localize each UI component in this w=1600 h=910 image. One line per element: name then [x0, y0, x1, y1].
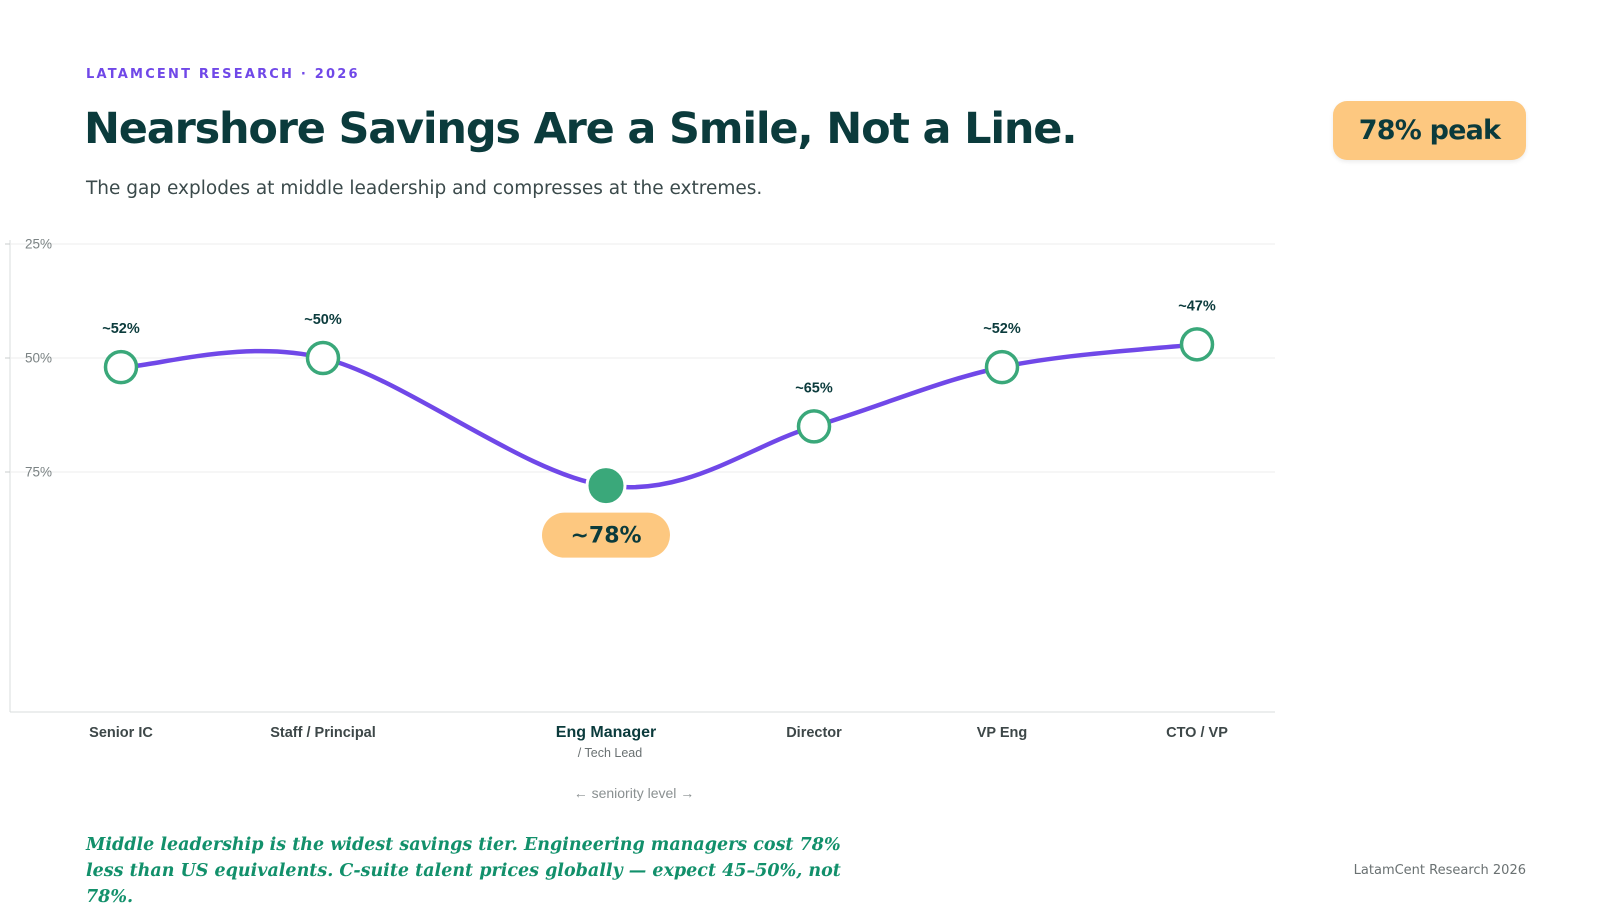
- page-title: Nearshore Savings Are a Smile, Not a Lin…: [84, 104, 1078, 154]
- x-tick-label: Senior IC: [89, 725, 153, 741]
- x-tick-sublabel: / Tech Lead: [578, 746, 642, 760]
- y-tick-label: 25%: [25, 237, 52, 252]
- data-point: [796, 409, 832, 444]
- data-label: ~52%: [983, 321, 1021, 337]
- footnote-callout: Middle leadership is the widest savings …: [86, 835, 841, 907]
- data-label: ~47%: [1178, 298, 1216, 314]
- data-point: [103, 349, 139, 385]
- data-label: ~50%: [304, 312, 342, 328]
- page-subtitle: The gap explodes at middle leadership an…: [86, 178, 763, 199]
- y-tick-label: 75%: [25, 465, 52, 480]
- series-line: [118, 342, 1200, 490]
- highlight-label-pill: [542, 512, 670, 558]
- x-axis-label: ← seniority level →: [574, 785, 695, 801]
- data-point-highlight: [585, 465, 627, 507]
- x-tick-label: CTO / VP: [1166, 725, 1228, 741]
- data-point: [984, 349, 1020, 385]
- data-label-highlight: ~78%: [570, 524, 641, 549]
- data-point: [1179, 327, 1215, 362]
- eyebrow-label: LATAMCENT RESEARCH · 2026: [86, 67, 360, 82]
- x-tick-label: Eng Manager: [556, 724, 656, 741]
- peak-badge: 78% peak: [1333, 101, 1526, 160]
- data-point: [305, 340, 341, 376]
- savings-line-chart: 25% 50% 75% ~52% Senior IC ~50% Staff / Princi…: [5, 237, 1275, 801]
- x-tick-label: Staff / Principal: [270, 725, 376, 741]
- data-label: ~65%: [795, 380, 833, 396]
- data-label: ~52%: [102, 321, 140, 337]
- source-credit: LatamCent Research 2026: [1353, 863, 1526, 878]
- y-tick-label: 50%: [25, 351, 52, 366]
- x-tick-label: Director: [786, 725, 842, 741]
- x-tick-label: VP Eng: [977, 725, 1028, 741]
